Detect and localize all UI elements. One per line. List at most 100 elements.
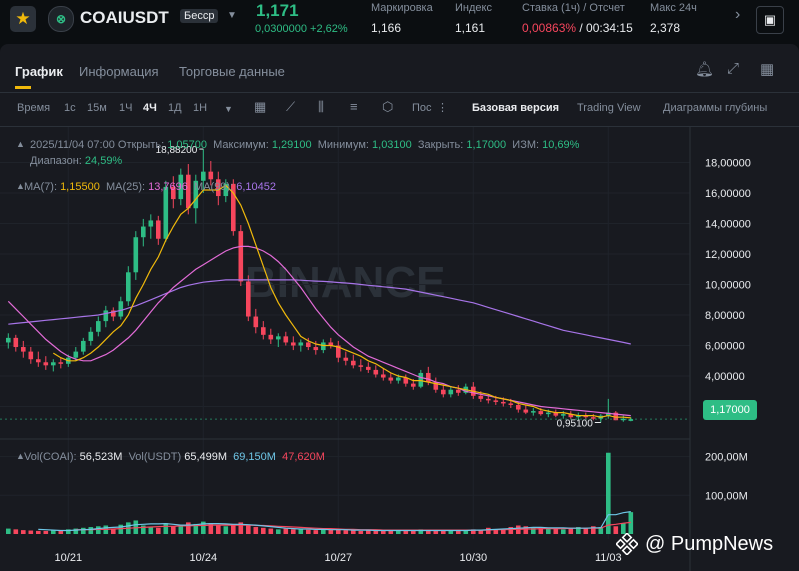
price-axis: 18,00000 16,00000 14,00000 12,00000 10,00000… <box>705 158 751 414</box>
volume-bar <box>403 530 409 534</box>
candle-body <box>448 389 454 395</box>
time-tick-label: 10/27 <box>325 552 353 564</box>
chevron-down-icon[interactable]: ▼ <box>227 10 237 21</box>
interval-1w[interactable]: 1Н <box>193 102 208 114</box>
volume-bar <box>148 527 154 534</box>
more-dots-icon[interactable]: ⋮ <box>437 102 448 114</box>
time-tick-label: 10/30 <box>460 552 488 564</box>
candle-body <box>238 231 244 282</box>
candle-body <box>538 411 544 415</box>
volume-bar <box>426 530 431 534</box>
volume-bar <box>531 527 536 534</box>
stat-value: 1,161 <box>455 21 486 35</box>
candles <box>6 149 634 423</box>
interval-1d[interactable]: 1Д <box>168 102 182 114</box>
volume-bar <box>208 523 214 534</box>
open-value: 1,05700 <box>167 139 207 151</box>
candle-body <box>186 174 191 209</box>
volume-bar <box>58 530 64 534</box>
candle-body <box>13 337 19 348</box>
indicator-icon[interactable]: ⟋ <box>286 99 296 114</box>
close-label: Закрыть: <box>417 139 464 151</box>
interval-dropdown-icon[interactable]: ▼ <box>224 104 233 114</box>
candle-body <box>88 331 94 341</box>
candle-body <box>516 404 521 410</box>
candle-body <box>163 186 169 239</box>
stat-value: 1,166 <box>371 21 402 35</box>
funding-rate: 0,00863% <box>522 21 577 35</box>
vol-coai-value: 56,523M <box>79 451 123 463</box>
candle-body <box>58 362 64 364</box>
candle-body <box>43 362 49 366</box>
volume-bar <box>523 526 529 534</box>
volume-bar <box>486 527 491 534</box>
tab-chart[interactable]: График <box>15 64 63 79</box>
volume-bar <box>216 525 221 534</box>
interval-15m[interactable]: 15м <box>87 102 107 114</box>
range-row: Диапазон: 24,59% <box>30 155 122 167</box>
favorite-star-icon[interactable]: ★ <box>10 6 36 32</box>
contract-type-badge: Бесср <box>180 9 219 23</box>
candle-body <box>231 183 236 232</box>
pumpnews-watermark: @ PumpNews <box>645 533 774 555</box>
view-basic[interactable]: Базовая версия <box>472 102 560 114</box>
volume-bar <box>21 530 26 534</box>
chevron-right-icon[interactable]: › <box>735 6 741 23</box>
stat-value: 0,00863% / 00:34:15 <box>522 21 633 35</box>
settings-sliders-icon[interactable]: ≡ <box>350 99 358 114</box>
tab-trading-data[interactable]: Торговые данные <box>179 64 285 79</box>
candle-body <box>201 171 206 181</box>
volume-bar <box>418 529 424 534</box>
candle-body <box>613 412 619 421</box>
volume-bar <box>88 527 94 534</box>
range-label: Диапазон: <box>30 155 82 167</box>
volume-bar <box>553 527 559 534</box>
ma25-label: MA(25): <box>105 181 146 193</box>
volume-bar <box>201 521 206 534</box>
bell-icon[interactable]: 🔔︎ <box>695 61 715 78</box>
candle-type-icon[interactable]: ⫼ <box>318 99 324 114</box>
volume-bar <box>66 529 71 534</box>
high-annotation: 18,88200 <box>156 145 198 156</box>
interval-4h[interactable]: 4Ч <box>143 102 157 114</box>
candle-body <box>508 403 514 405</box>
panel-toggle-icon[interactable]: ▣ <box>756 6 784 34</box>
layout-grid-icon[interactable]: ▦ <box>760 61 775 78</box>
toolbar-cut-item[interactable]: Пос <box>412 102 432 114</box>
volume-bar <box>448 530 454 534</box>
candle-body <box>291 342 296 346</box>
view-tradingview[interactable]: Trading View <box>577 102 641 114</box>
interval-1h[interactable]: 1Ч <box>119 102 133 114</box>
symbol-title[interactable]: COAIUSDT <box>80 8 169 27</box>
fullscreen-icon[interactable]: ⤢ <box>727 60 740 77</box>
calendar-icon[interactable]: ▦ <box>254 99 267 114</box>
divider <box>0 92 799 93</box>
current-price-tag: 1,17000 <box>703 400 757 420</box>
candlestick-chart[interactable]: BINANCE 18,0000016,0000014,0000012,00000… <box>0 127 799 571</box>
candle-body <box>606 412 611 416</box>
vol-usdt-value: 65,499M <box>184 451 228 463</box>
ma25-value: 13,7696 <box>148 181 188 193</box>
price-tick-label: 16,00000 <box>705 188 751 200</box>
volume-bar <box>561 529 566 534</box>
collapse-icon[interactable]: ▲ <box>16 139 25 149</box>
collapse-icon[interactable]: ▲ <box>16 181 25 191</box>
interval-1s[interactable]: 1с <box>64 102 76 114</box>
candle-body <box>298 342 304 346</box>
volume-bar <box>238 522 244 534</box>
volume-bar <box>6 528 11 534</box>
stat-value: 2,378 <box>650 21 681 35</box>
candle-body <box>313 347 319 351</box>
candle-body <box>6 337 11 343</box>
settings-gear-icon[interactable]: ⬡ <box>382 99 394 114</box>
volume-bar <box>336 528 341 534</box>
tab-info[interactable]: Информация <box>79 64 159 79</box>
volume-ma1-line <box>38 511 631 532</box>
chart-panel <box>0 44 799 571</box>
ma7-value: 1,15500 <box>60 181 100 193</box>
view-depth[interactable]: Диаграммы глубины <box>663 102 768 114</box>
range-value: 24,59% <box>84 155 123 167</box>
price-tick-label: 18,00000 <box>705 158 751 170</box>
volume-bar <box>441 530 446 534</box>
collapse-icon[interactable]: ▲ <box>16 451 25 461</box>
